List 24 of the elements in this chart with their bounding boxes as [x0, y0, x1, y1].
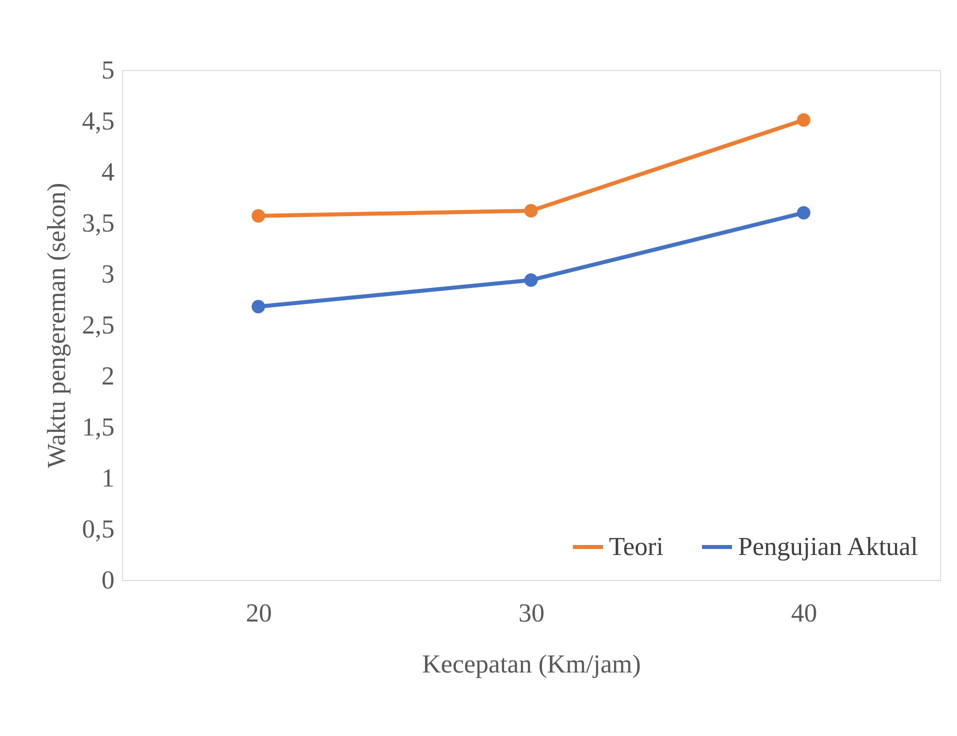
- y-tick-label: 1: [102, 464, 114, 492]
- x-tick-label: 20: [246, 598, 272, 628]
- y-tick-label: 2: [102, 362, 114, 390]
- y-tick-label: 3: [102, 260, 114, 288]
- x-tick-label: 40: [791, 598, 818, 628]
- point: [252, 209, 266, 223]
- x-axis-title: Kecepatan (Km/jam): [422, 650, 641, 678]
- point: [252, 300, 266, 314]
- y-tick-label: 4,5: [82, 106, 114, 136]
- point: [524, 204, 538, 218]
- legend-label: Pengujian Aktual: [738, 532, 918, 561]
- y-axis-title: Waktu pengereman (sekon): [42, 182, 71, 468]
- x-tick-label: 30: [518, 598, 544, 628]
- y-tick-label: 4: [102, 158, 114, 186]
- y-tick-label: 5: [102, 56, 114, 84]
- point: [796, 113, 810, 127]
- y-tick-label: 0: [102, 566, 114, 594]
- y-tick-label: 0,5: [82, 514, 114, 544]
- y-tick-label: 2,5: [82, 310, 114, 340]
- legend-label: Teori: [609, 532, 664, 561]
- point: [796, 206, 810, 220]
- point: [524, 273, 538, 287]
- y-tick-label: 1,5: [82, 412, 114, 442]
- y-tick-label: 3,5: [82, 208, 114, 238]
